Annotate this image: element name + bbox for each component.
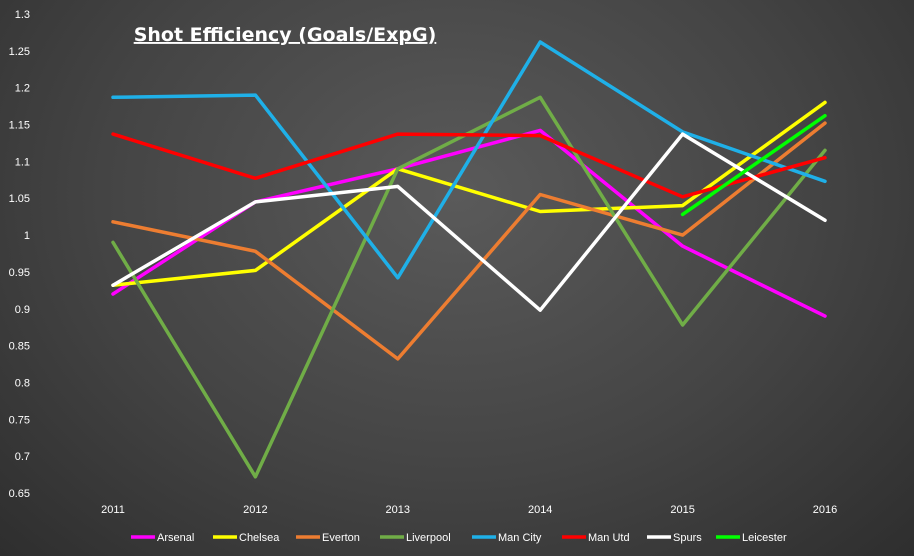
x-tick-label: 2014 [528, 504, 552, 516]
x-tick-label: 2013 [386, 504, 410, 516]
y-tick-label: 0.8 [15, 377, 30, 389]
series-line-man-utd [111, 132, 827, 199]
y-tick-label: 1.25 [9, 46, 30, 58]
series-line-everton [111, 121, 827, 361]
y-tick-label: 0.65 [9, 488, 30, 500]
chart-title: Shot Efficiency (Goals/ExpG) [134, 24, 437, 46]
series-line-spurs [111, 132, 827, 312]
y-tick-label: 1.05 [9, 193, 30, 205]
x-axis-ticks: 2011 2012 2013 2014 2015 2016 [101, 504, 837, 516]
x-tick-label: 2011 [101, 504, 125, 516]
y-tick-label: 1.3 [15, 9, 30, 21]
y-tick-label: 1 [24, 230, 30, 242]
legend-label-man-city: Man City [498, 532, 542, 544]
y-tick-label: 0.75 [9, 414, 30, 426]
y-tick-label: 1.1 [15, 156, 30, 168]
y-axis-ticks: 0.65 0.7 0.75 0.8 0.85 0.9 0.95 1 1.05 1.1 1.15 1.2… [9, 9, 30, 500]
legend-label-liverpool: Liverpool [406, 532, 451, 544]
legend-label-leicester: Leicester [742, 532, 787, 544]
series-line-chelsea [111, 100, 827, 287]
x-tick-label: 2016 [813, 504, 837, 516]
y-tick-label: 0.7 [15, 451, 30, 463]
y-tick-label: 0.85 [9, 341, 30, 353]
y-tick-label: 0.9 [15, 304, 30, 316]
legend-label-spurs: Spurs [673, 532, 702, 544]
x-tick-label: 2015 [670, 504, 694, 516]
y-tick-label: 1.2 [15, 83, 30, 95]
legend-label-everton: Everton [322, 532, 360, 544]
series-line-leicester [680, 113, 827, 217]
series-line-man-city [111, 40, 827, 280]
legend-label-man-utd: Man Utd [588, 532, 630, 544]
series-lines [111, 40, 827, 479]
series-line-liverpool [111, 95, 827, 479]
y-tick-label: 0.95 [9, 267, 30, 279]
legend-label-arsenal: Arsenal [157, 532, 194, 544]
y-tick-label: 1.15 [9, 120, 30, 132]
legend: Arsenal Chelsea Everton Liverpool Man City Ma… [131, 532, 787, 544]
legend-label-chelsea: Chelsea [239, 532, 280, 544]
x-tick-label: 2012 [243, 504, 267, 516]
